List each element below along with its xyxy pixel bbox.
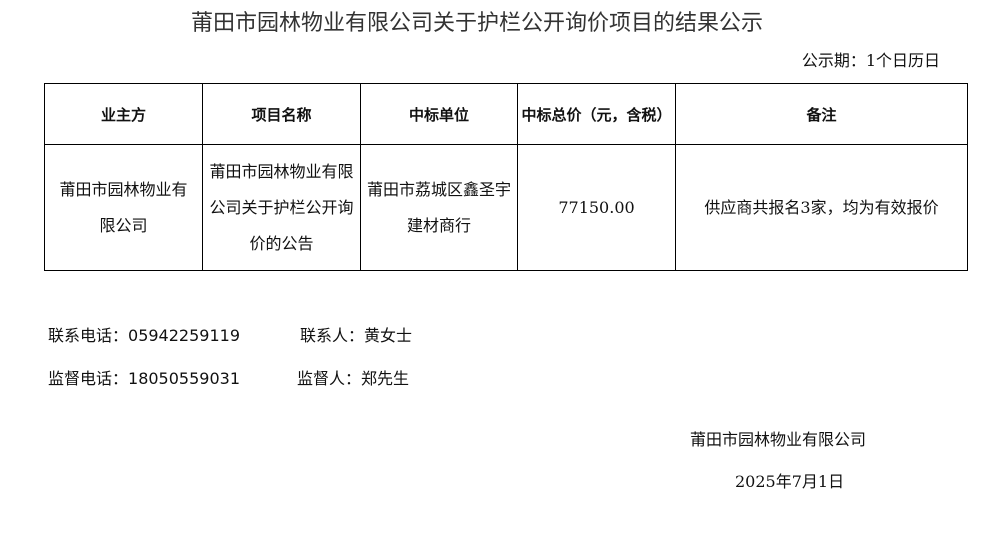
header-remark: 备注 [675,83,968,145]
supervision-person-label: 监督人： [297,369,362,388]
page-title: 莆田市园林物业有限公司关于护栏公开询价项目的结果公示 [190,11,763,36]
cell-project: 莆田市园林物业有限公司关于护栏公开询价的公告 [202,144,361,271]
cell-winner: 莆田市荔城区鑫圣宇建材商行 [360,144,518,271]
cell-owner: 莆田市园林物业有限公司 [44,144,203,271]
header-winner: 中标单位 [360,83,518,145]
cell-remark: 供应商共报名3家，均为有效报价 [675,144,968,271]
contact-person-label: 联系人： [300,326,365,345]
supervision-phone: 监督电话：18050559031 [48,365,240,389]
header-project: 项目名称 [202,83,361,145]
supervision-person: 监督人：郑先生 [297,365,409,389]
cell-price: 77150.00 [517,144,676,271]
table-row: 莆田市园林物业有限公司 莆田市园林物业有限公司关于护栏公开询价的公告 莆田市荔城… [44,144,968,271]
contact-phone-label: 联系电话： [48,326,129,345]
contact-person-value: 黄女士 [364,326,413,345]
contact-person: 联系人：黄女士 [300,322,412,346]
publicity-period: 公示期：1个日历日 [801,51,940,70]
table-header-row: 业主方 项目名称 中标单位 中标总价（元，含税） 备注 [44,83,968,145]
header-price: 中标总价（元，含税） [517,83,676,145]
result-table: 业主方 项目名称 中标单位 中标总价（元，含税） 备注 莆田市园林物业有限公司 … [44,83,968,271]
signature-date: 2025年7月1日 [735,472,845,491]
supervision-phone-label: 监督电话： [48,369,129,388]
supervision-person-value: 郑先生 [361,369,410,388]
contact-phone-value: 05942259119 [128,326,240,345]
contact-phone: 联系电话：05942259119 [48,322,240,346]
signature-company: 莆田市园林物业有限公司 [690,430,867,449]
header-owner: 业主方 [44,83,203,145]
supervision-phone-value: 18050559031 [128,369,240,388]
